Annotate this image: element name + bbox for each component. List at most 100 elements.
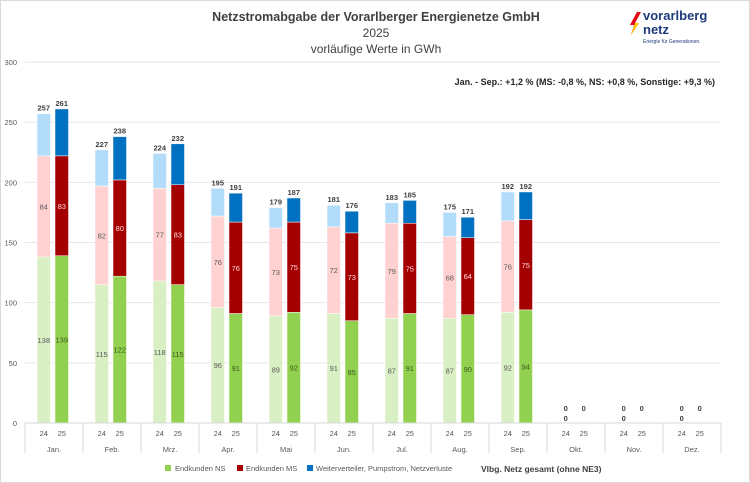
data-label-total: 171 (461, 207, 474, 216)
data-label-total: 0 (582, 404, 586, 413)
x-month-label: Jul. (396, 445, 408, 454)
x-year-label: 25 (348, 429, 356, 438)
x-year-label: 25 (290, 429, 298, 438)
bar-segment-other-24 (152, 153, 167, 189)
data-label-ms: 83 (174, 231, 182, 240)
data-label-ms: 76 (232, 264, 240, 273)
data-label-ns-zero: 0 (564, 414, 568, 423)
x-month-label: Mai (280, 445, 292, 454)
x-year-label: 25 (522, 429, 530, 438)
x-year-label: 25 (116, 429, 124, 438)
data-label-total: 0 (622, 404, 626, 413)
data-label-ns: 115 (96, 350, 108, 359)
bar-segment-other-24 (326, 204, 341, 228)
data-label-total: 192 (519, 182, 532, 191)
x-year-label: 25 (406, 429, 414, 438)
data-label-ms: 83 (58, 202, 66, 211)
bar-segment-other-25 (344, 210, 359, 234)
logo-bolt-accent-icon (631, 23, 639, 35)
data-label-ns: 138 (37, 336, 50, 345)
data-label-total: 183 (385, 193, 398, 202)
x-year-label: 25 (580, 429, 588, 438)
x-year-label: 25 (464, 429, 472, 438)
y-tick-label: 300 (4, 58, 17, 67)
y-tick-label: 250 (4, 118, 17, 127)
data-label-ms: 73 (348, 273, 356, 282)
data-label-total: 175 (443, 202, 456, 211)
data-label-ns: 90 (464, 365, 472, 374)
chart-annotation: Jan. - Sep.: +1,2 % (MS: -0,8 %, NS: +0,… (455, 77, 715, 87)
bar-segment-other-25 (54, 108, 69, 157)
data-label-total: 261 (55, 99, 68, 108)
x-year-label: 25 (58, 429, 66, 438)
data-label-ms: 73 (272, 268, 280, 277)
legend-label-ms: Endkunden MS (246, 464, 297, 473)
data-label-total: 227 (95, 140, 108, 149)
x-year-label: 25 (696, 429, 704, 438)
data-label-total: 0 (564, 404, 568, 413)
x-year-label: 24 (272, 429, 280, 438)
legend-label-other: Weiterverteiler, Pumpstrom, Netzverluste (316, 464, 452, 473)
data-label-total: 0 (680, 404, 684, 413)
x-year-label: 24 (98, 429, 106, 438)
data-label-total: 195 (211, 178, 224, 187)
x-month-label: Nov. (627, 445, 642, 454)
x-year-label: 24 (504, 429, 512, 438)
data-label-ms: 77 (156, 231, 164, 240)
data-label-ms: 76 (504, 263, 512, 272)
x-month-label: Okt. (569, 445, 583, 454)
data-label-ns: 115 (172, 350, 184, 359)
data-label-ns: 87 (446, 367, 454, 376)
bar-segment-other-24 (268, 207, 283, 229)
x-year-label: 24 (156, 429, 164, 438)
data-label-total: 192 (501, 182, 514, 191)
x-year-label: 24 (620, 429, 628, 438)
x-year-label: 24 (330, 429, 338, 438)
bar-segment-other-25 (518, 191, 533, 220)
chart-title: Netzstromabgabe der Vorarlberger Energie… (212, 10, 540, 24)
data-label-ns: 91 (406, 364, 414, 373)
x-month-label: Feb. (104, 445, 119, 454)
bar-segment-other-24 (36, 113, 51, 157)
x-month-label: Dez. (684, 445, 699, 454)
logo-text-2: netz (643, 22, 670, 37)
x-month-label: Aug. (452, 445, 467, 454)
legend-swatch-other (307, 465, 313, 471)
x-year-label: 25 (174, 429, 182, 438)
data-label-ms: 64 (464, 272, 472, 281)
data-label-total: 191 (229, 183, 242, 192)
legend-label-ns: Endkunden NS (175, 464, 225, 473)
data-label-ms: 80 (116, 224, 124, 233)
x-month-label: Jan. (47, 445, 61, 454)
data-label-ns: 89 (272, 365, 280, 374)
y-tick-label: 100 (4, 299, 17, 308)
data-label-ns: 96 (214, 361, 222, 370)
data-label-total: 257 (37, 104, 50, 113)
bar-segment-other-24 (442, 212, 457, 237)
legend-label-total: Vlbg. Netz gesamt (ohne NE3) (481, 464, 602, 474)
logo-tagline: Energie für Generationen. (643, 39, 701, 45)
data-label-total: 224 (153, 143, 166, 152)
y-tick-label: 50 (9, 359, 17, 368)
chart-subtitle-year: 2025 (363, 26, 390, 40)
data-label-ns: 91 (330, 364, 338, 373)
data-label-ms: 75 (406, 264, 414, 273)
data-label-ms: 72 (330, 266, 338, 275)
data-label-ms: 79 (388, 267, 396, 276)
data-label-ns: 92 (504, 364, 512, 373)
data-label-ns: 139 (55, 335, 68, 344)
bar-segment-other-25 (402, 200, 417, 224)
x-year-label: 24 (678, 429, 686, 438)
data-label-ns-zero: 0 (622, 414, 626, 423)
x-year-label: 25 (232, 429, 240, 438)
data-label-ns: 94 (522, 362, 530, 371)
bar-segment-other-24 (500, 191, 515, 222)
data-label-ns: 85 (348, 368, 356, 377)
data-label-total: 232 (171, 134, 184, 143)
x-year-label: 24 (214, 429, 222, 438)
data-label-ms: 68 (446, 273, 454, 282)
data-label-total: 185 (403, 190, 416, 199)
x-year-label: 24 (446, 429, 454, 438)
